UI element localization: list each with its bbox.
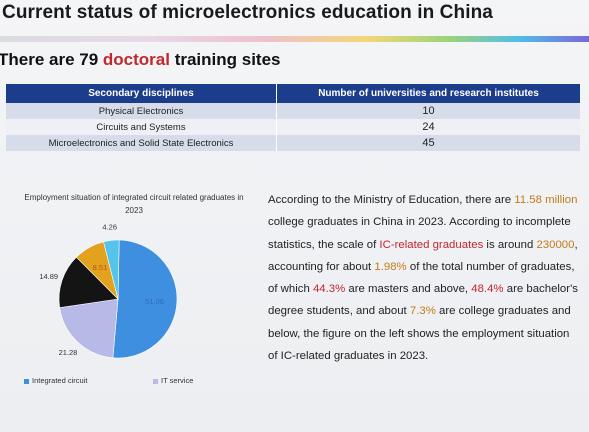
table-cell-count: 10: [276, 103, 580, 119]
table-header-row: Secondary disciplines Number of universi…: [6, 84, 580, 103]
para-text: college graduates in China in 2023. Acco…: [268, 216, 571, 251]
description-paragraph: According to the Ministry of Education, …: [268, 189, 580, 367]
table-cell-count: 24: [276, 119, 580, 135]
pie-data-label: 51.06: [145, 297, 164, 306]
para-text: are bachelor's degree students, and abou…: [268, 283, 578, 318]
disciplines-table: Secondary disciplines Number of universi…: [6, 84, 580, 151]
table-cell-count: 45: [276, 135, 580, 151]
para-text: According to the Ministry of Education, …: [268, 194, 515, 206]
legend-label: IT service: [161, 376, 194, 385]
pie-slice: [103, 239, 120, 300]
pie-data-label: 14.89: [39, 272, 58, 281]
pie-slice: [112, 239, 178, 359]
legend-item-it-service: IT service: [153, 376, 193, 385]
pie-data-label: 8.51: [93, 263, 108, 272]
chart-title: Employment situation of integrated circu…: [24, 193, 244, 215]
table-row: Microelectronics and Solid State Electro…: [6, 135, 580, 151]
subtitle-highlight: doctoral: [102, 50, 170, 69]
slide-title: Current status of microelectronics educa…: [2, 2, 493, 23]
para-highlight: 1.98%: [374, 260, 407, 273]
table-cell-discipline: Physical Electronics: [6, 103, 277, 119]
subtitle-prefix: There are 79: [0, 50, 103, 69]
para-highlight: 48.4%: [471, 283, 504, 296]
para-text: are masters and above,: [345, 283, 472, 296]
legend-label: Integrated circuit: [32, 376, 88, 385]
subtitle-suffix: training sites: [169, 50, 281, 69]
table-row: Physical Electronics 10: [6, 103, 580, 119]
table-header-discipline: Secondary disciplines: [6, 84, 277, 103]
table-cell-discipline: Circuits and Systems: [6, 119, 277, 135]
pie-slice: [58, 256, 119, 308]
pie-slice: [59, 298, 119, 359]
pie-slice: [75, 241, 119, 300]
table-row: Circuits and Systems 24: [6, 119, 580, 135]
para-highlight: 230000: [536, 238, 575, 251]
para-highlight: 44.3%: [312, 283, 346, 296]
slide-subtitle: There are 79 doctoral training sites: [0, 50, 281, 70]
para-highlight: 7.3%: [409, 305, 436, 318]
pie-data-label: 21.28: [59, 348, 78, 357]
legend-item-integrated-circuit: Integrated circuit: [24, 376, 87, 385]
table-header-count: Number of universities and research inst…: [276, 84, 580, 103]
para-text: , accounting for about: [268, 238, 578, 273]
rainbow-divider: [0, 36, 589, 42]
para-text: of the total number of graduates, of whi…: [268, 260, 575, 296]
table-cell-discipline: Microelectronics and Solid State Electro…: [6, 135, 277, 151]
legend-swatch: [153, 378, 158, 384]
para-highlight: IC-related graduates: [379, 238, 484, 251]
pie-data-label: 4.26: [102, 222, 117, 231]
para-text: are college graduates and below, the fig…: [268, 305, 571, 363]
para-text: is around: [483, 238, 537, 251]
para-highlight: 11.58 million: [514, 194, 578, 206]
legend-swatch: [24, 378, 29, 384]
